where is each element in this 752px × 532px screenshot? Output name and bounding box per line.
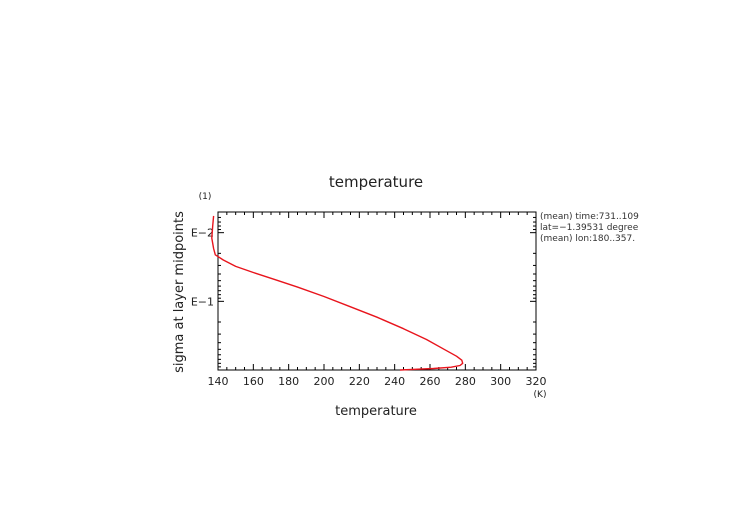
x-tick-label-200: 200 [314,375,335,388]
series-layer [211,215,464,371]
x-tick-label-280: 280 [455,375,476,388]
x-unit-label: (K) [534,390,547,400]
y-ticks: E−2 E−1 [191,227,536,308]
x-minor-ticks [226,212,528,370]
annotation-lat: lat=−1.39531 degree [540,223,639,233]
y-tick-label-1: E−1 [191,295,214,308]
y-unit-label: (1) [199,192,212,202]
chart-title: temperature [329,173,423,191]
x-tick-label-320: 320 [526,375,547,388]
annotation-lon: (mean) lon:180..357. [540,234,635,244]
series-line-0 [211,215,464,371]
y-tick-label-0: E−2 [191,227,214,240]
x-tick-label-180: 180 [278,375,299,388]
x-axis-label: temperature [335,404,417,419]
annotation-block: (mean) time:731..109 lat=−1.39531 degree… [540,212,639,244]
y-minor-ticks [218,211,536,368]
x-tick-label-220: 220 [349,375,370,388]
x-tick-label-160: 160 [243,375,264,388]
plot-frame [217,211,537,371]
x-tick-label-260: 260 [420,375,441,388]
y-axis-label: sigma at layer midpoints [172,211,187,373]
annotation-time: (mean) time:731..109 [540,212,639,222]
x-tick-label-300: 300 [490,375,511,388]
x-ticks: 140 160 180 200 220 240 260 280 300 320 [208,212,547,388]
x-tick-label-140: 140 [208,375,229,388]
x-tick-label-240: 240 [384,375,405,388]
